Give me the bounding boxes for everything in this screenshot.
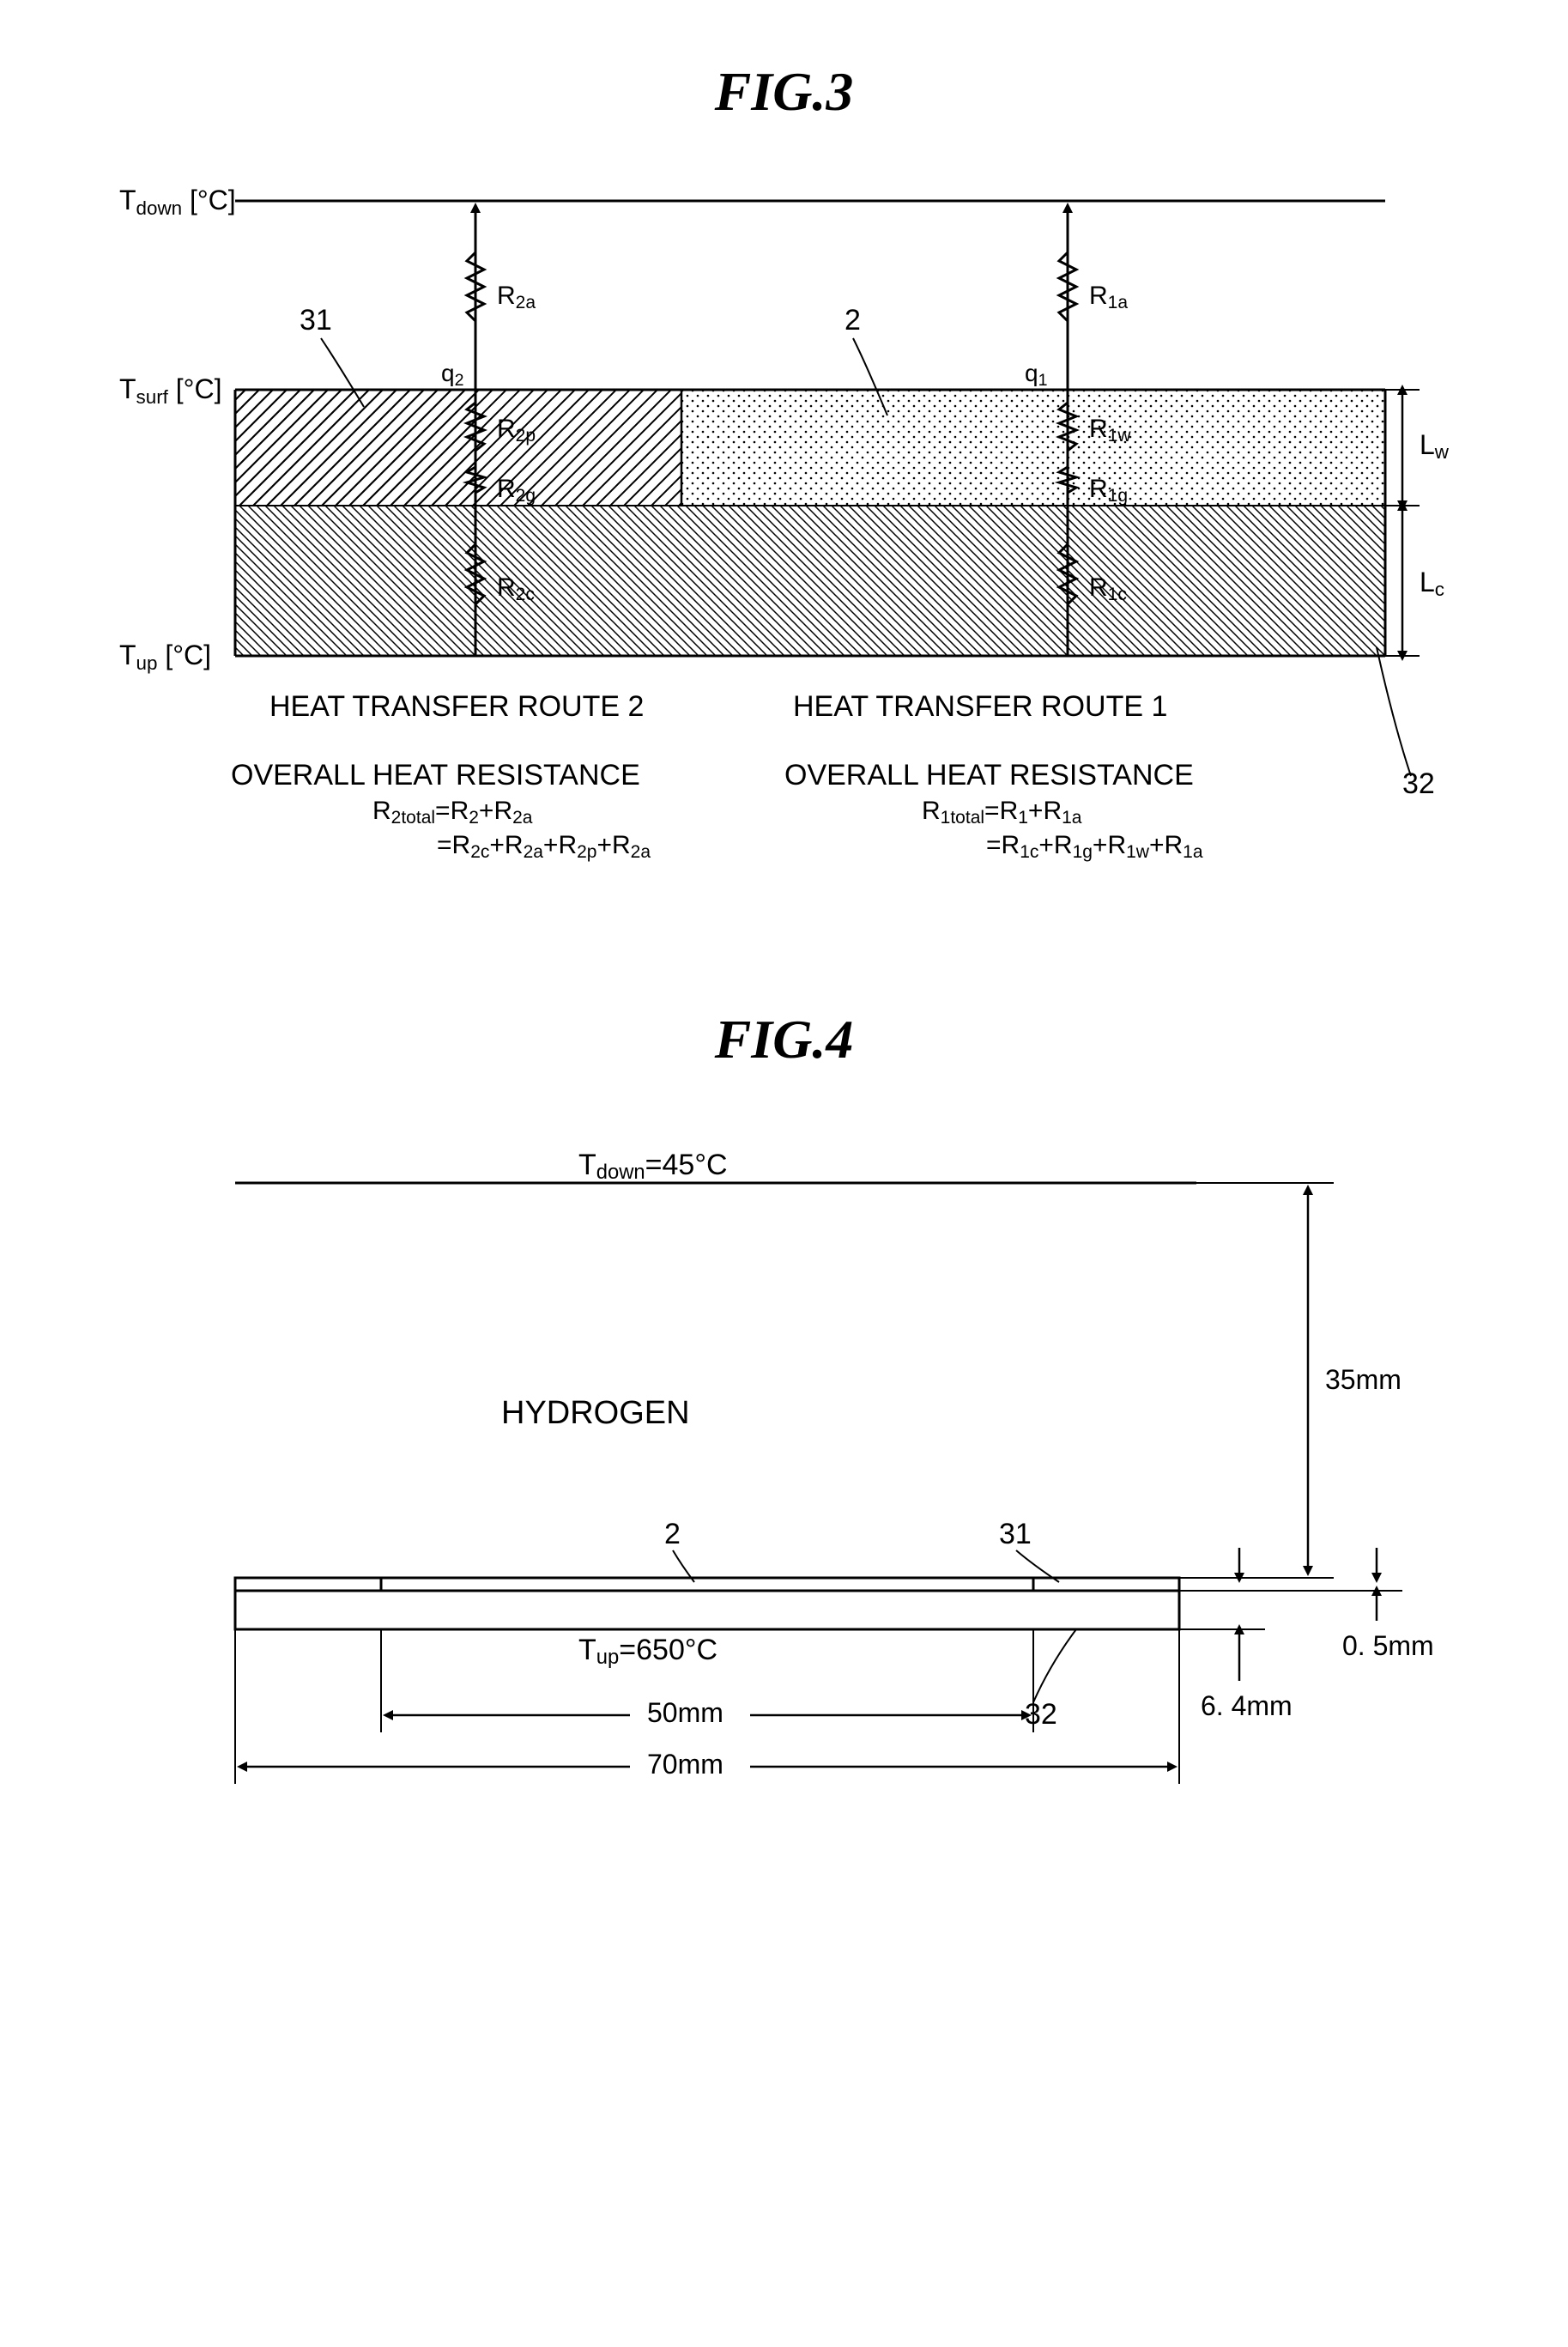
ref-32: 32 — [1402, 767, 1435, 800]
fig4-title: FIG.4 — [34, 1008, 1534, 1071]
region-32 — [235, 506, 1385, 656]
label-tsurf: Tsurf [°C] — [119, 373, 221, 408]
eq2-line1: R2total=R2+R2a — [372, 797, 533, 828]
region-31-step — [235, 390, 475, 506]
dim-70: 70mm — [647, 1749, 723, 1780]
fig3-title: FIG.3 — [34, 60, 1534, 124]
label-q2: q2 — [441, 360, 463, 390]
label-tup: Tup=650°C — [578, 1634, 717, 1669]
label-tup: Tup [°C] — [119, 640, 211, 674]
dim-50: 50mm — [647, 1697, 723, 1728]
ref-31: 31 — [999, 1518, 1032, 1550]
fig4-diagram: Tdown=45°C HYDROGEN 2 31 32 Tup=650°C 35… — [98, 1114, 1471, 1801]
label-lc: Lc — [1420, 567, 1444, 600]
ref-31: 31 — [300, 304, 332, 337]
overall2-title: OVERALL HEAT RESISTANCE — [231, 759, 640, 791]
route2-title: HEAT TRANSFER ROUTE 2 — [269, 690, 644, 723]
region-2 — [681, 390, 1385, 506]
label-lw: Lw — [1420, 429, 1450, 463]
label-tdown: Tdown=45°C — [578, 1149, 728, 1184]
ref-2: 2 — [664, 1518, 681, 1550]
eq2-line2: =R2c+R2a+R2p+R2a — [437, 831, 651, 862]
overall1-title: OVERALL HEAT RESISTANCE — [784, 759, 1194, 791]
label-hydrogen: HYDROGEN — [501, 1395, 690, 1431]
fig3-diagram: Tdown [°C] Tsurf [°C] Tup [°C] 31 2 32 q… — [98, 167, 1471, 939]
slab-32 — [235, 1591, 1179, 1629]
ref-32: 32 — [1025, 1698, 1057, 1731]
label-q1: q1 — [1025, 360, 1047, 390]
route1-title: HEAT TRANSFER ROUTE 1 — [793, 690, 1167, 723]
dim-05: 0. 5mm — [1342, 1630, 1434, 1661]
label-tdown: Tdown [°C] — [119, 185, 236, 219]
eq1-line2: =R1c+R1g+R1w+R1a — [986, 831, 1203, 862]
ref-2: 2 — [845, 304, 861, 337]
slab-2 — [381, 1578, 1033, 1591]
slab-31-left — [235, 1578, 381, 1591]
svg-text:R2a: R2a — [497, 282, 536, 312]
svg-text:R1a: R1a — [1089, 282, 1128, 312]
dim-64: 6. 4mm — [1201, 1690, 1293, 1721]
dim-35: 35mm — [1325, 1364, 1402, 1395]
eq1-line1: R1total=R1+R1a — [922, 797, 1082, 828]
